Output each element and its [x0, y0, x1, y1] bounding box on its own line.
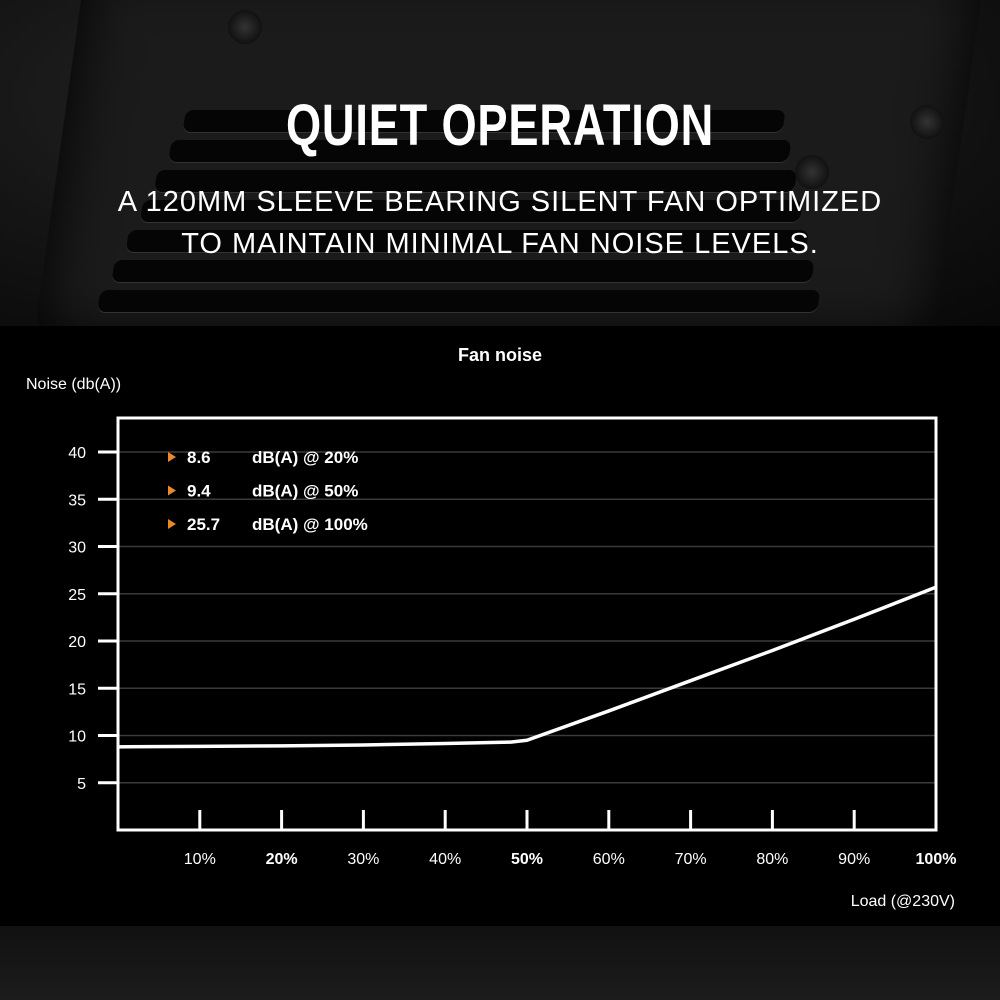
page-title: QUIET OPERATION: [285, 93, 715, 158]
x-axis-label: Load (@230V): [851, 893, 955, 910]
plot-frame: [116, 416, 938, 832]
psu-bottom-image: [0, 926, 1000, 1000]
x-tick-label: 60%: [593, 851, 625, 868]
fan-noise-line: [117, 585, 937, 749]
annotation-value: 25.7: [187, 515, 220, 534]
annotation-value: 9.4: [187, 482, 211, 501]
subtitle-line-2: TO MAINTAIN MINIMAL FAN NOISE LEVELS.: [181, 228, 819, 260]
y-tick-label: 15: [68, 681, 86, 698]
x-tick-label: 50%: [511, 851, 543, 868]
hero-banner: QUIET OPERATION A 120MM SLEEVE BEARING S…: [0, 0, 1000, 326]
orange-triangle-icon: [168, 485, 176, 496]
orange-triangle-icon: [168, 519, 176, 529]
x-tick-label: 90%: [838, 851, 870, 868]
y-tick-label: 25: [68, 587, 86, 604]
x-tick-label: 70%: [675, 851, 707, 868]
x-tick-label: 20%: [266, 851, 298, 868]
y-tick-label: 35: [68, 492, 86, 509]
annotation-text: dB(A) @ 100%: [252, 515, 368, 534]
annotation-value: 8.6: [187, 448, 211, 467]
x-tick-label: 30%: [347, 851, 379, 868]
chart-title: Fan noise: [458, 345, 542, 365]
y-tick-label: 30: [68, 540, 86, 557]
y-axis-label: Noise (db(A)): [26, 376, 121, 393]
annotation-text: dB(A) @ 20%: [252, 448, 358, 467]
x-tick-label: 80%: [756, 851, 788, 868]
x-tick-label: 100%: [916, 851, 957, 868]
x-tick-label: 10%: [184, 851, 216, 868]
y-tick-label: 10: [68, 729, 86, 746]
x-tick-label: 40%: [429, 851, 461, 868]
subtitle-line-1: A 120MM SLEEVE BEARING SILENT FAN OPTIMI…: [117, 186, 883, 218]
y-tick-label: 40: [68, 445, 86, 462]
orange-triangle-icon: [168, 452, 176, 462]
y-tick-label: 5: [77, 776, 86, 793]
y-tick-label: 20: [68, 634, 86, 651]
annotation-text: dB(A) @ 50%: [252, 482, 358, 501]
